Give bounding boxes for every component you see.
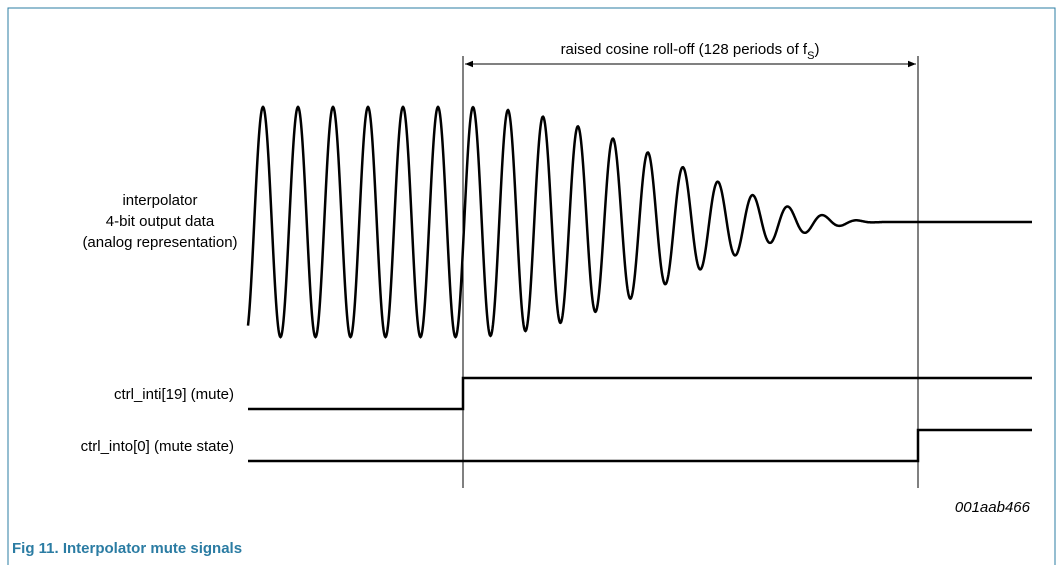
mute-signal: [248, 376, 1032, 411]
annotation: raised cosine roll-off (128 periods of f…: [561, 41, 820, 62]
annotation-suffix: ): [814, 41, 819, 58]
signal-label: 4-bit output data: [106, 213, 215, 230]
frame: [7, 7, 1056, 565]
signal-label: interpolator: [122, 192, 197, 209]
signal-label: ctrl_inti[19] (mute): [114, 386, 234, 403]
annotation-subscript: S: [807, 50, 814, 62]
signal-label: ctrl_into[0] (mute state): [81, 438, 234, 455]
waveform: [246, 105, 1032, 339]
figure-id: 001aab466: [955, 499, 1031, 516]
signal-label: (analog representation): [82, 234, 237, 251]
mute-state-signal: [248, 428, 1032, 463]
caption: Fig 11. Interpolator mute signals: [12, 540, 242, 557]
annotation-text: raised cosine roll-off (128 periods of f: [561, 41, 808, 58]
